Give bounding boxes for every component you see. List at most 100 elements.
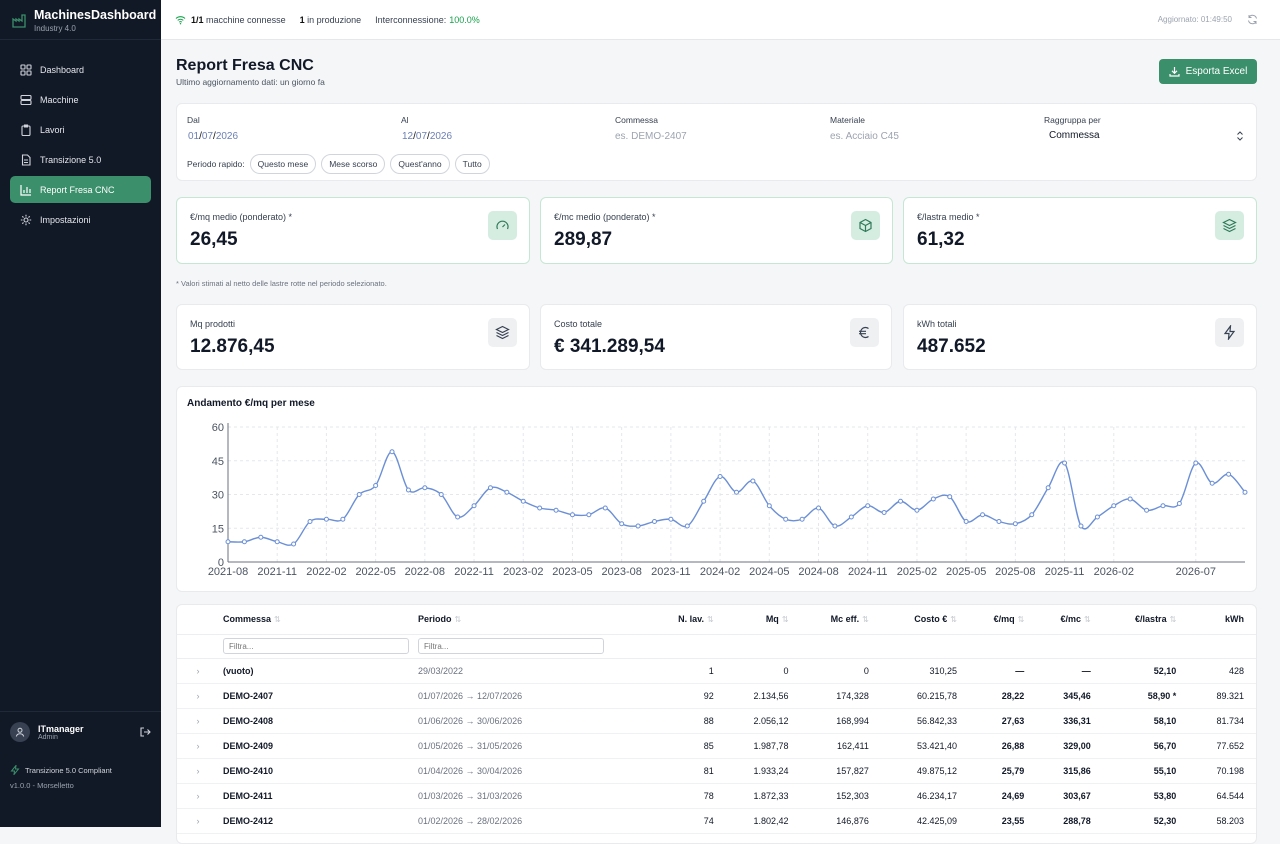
logout-icon[interactable] <box>139 726 151 738</box>
compliance-label: Transizione 5.0 Compliant <box>25 765 112 775</box>
table-row[interactable]: › DEMO-2407 01/07/2026 → 12/07/2026 92 2… <box>177 683 1256 709</box>
expand-chevron-icon[interactable]: › <box>177 758 219 784</box>
cell-commessa: DEMO-2412 <box>219 808 414 834</box>
kpi-icon-box <box>850 318 879 347</box>
sidebar-item-macchine[interactable]: Macchine <box>10 86 151 113</box>
page-title: Report Fresa CNC <box>176 57 314 74</box>
data-point <box>1176 501 1182 506</box>
gauge-icon <box>496 220 509 230</box>
table-row[interactable]: › (vuoto) 29/03/2022 1 0 0 310,25 — — 52… <box>177 658 1256 684</box>
sidebar-divider <box>0 711 161 712</box>
date-to-input[interactable]: 12/07/2026 <box>402 131 453 142</box>
data-point <box>586 512 592 518</box>
wifi-icon <box>175 15 186 24</box>
filter-cell-empty <box>642 634 1256 659</box>
sidebar-item-report-fresa[interactable]: Report Fresa CNC <box>10 176 151 203</box>
chip-quest-anno[interactable]: Quest'anno <box>390 154 450 174</box>
materiale-label: Materiale <box>830 115 865 125</box>
cell-elastra: 52,10 <box>1094 658 1181 684</box>
refresh-icon[interactable] <box>1247 14 1258 25</box>
data-point <box>602 505 608 511</box>
x-tick-label: 2023-11 <box>651 566 691 578</box>
export-label: Esporta Excel <box>1185 66 1248 77</box>
col-emc[interactable]: €/mc ⇅ <box>1028 605 1095 635</box>
cell-mc: 174,328 <box>792 683 873 709</box>
periodo-filter-input[interactable] <box>418 638 604 654</box>
data-point <box>717 474 723 479</box>
table-row[interactable]: › DEMO-2410 01/04/2026 → 30/04/2026 81 1… <box>177 758 1256 784</box>
data-point <box>701 498 707 504</box>
col-costo[interactable]: Costo € ⇅ <box>872 605 961 635</box>
materiale-input[interactable]: es. Acciaio C45 <box>830 131 899 142</box>
chip-tutto[interactable]: Tutto <box>454 154 490 174</box>
sidebar-item-impostazioni[interactable]: Impostazioni <box>10 206 151 233</box>
table-row[interactable]: › DEMO-2412 01/02/2026 → 28/02/2026 74 1… <box>177 808 1256 834</box>
cell-periodo: 01/03/2026 → 31/03/2026 <box>414 783 642 809</box>
data-point <box>241 539 247 545</box>
chip-mese-scorso[interactable]: Mese scorso <box>321 154 386 174</box>
cell-kwh: 77.652 <box>1180 733 1256 759</box>
commessa-filter-input[interactable] <box>223 638 409 654</box>
estimate-note: * Valori stimati al netto delle lastre r… <box>176 279 387 288</box>
interconnection-status: Interconnessione: 100.0% <box>375 15 480 25</box>
data-point <box>455 514 461 520</box>
expand-chevron-icon[interactable]: › <box>177 683 219 709</box>
col-kwh[interactable]: kWh <box>1180 605 1256 635</box>
expand-chevron-icon[interactable]: › <box>177 658 219 684</box>
cell-kwh: 428 <box>1180 658 1256 684</box>
version-label: v1.0.0 - Morselletto <box>10 781 74 790</box>
col-label: N. lav. <box>678 614 704 625</box>
col-label: Periodo <box>418 614 452 625</box>
table-row[interactable]: › DEMO-2411 01/03/2026 → 31/03/2026 78 1… <box>177 783 1256 809</box>
expand-chevron-icon[interactable]: › <box>177 783 219 809</box>
col-emq[interactable]: €/mq ⇅ <box>961 605 1029 635</box>
export-excel-button[interactable]: Esporta Excel <box>1159 59 1257 84</box>
group-by-select[interactable]: Commessa <box>1049 130 1100 141</box>
date-from-month: 07 <box>201 131 214 142</box>
cell-mc: 162,411 <box>792 733 873 759</box>
sort-icon: ⇅ <box>454 615 462 625</box>
cell-mq: 1.802,42 <box>717 808 793 834</box>
x-tick-label: 2023-08 <box>601 566 641 578</box>
col-mq[interactable]: Mq ⇅ <box>717 605 793 635</box>
col-mc[interactable]: Mc eff. ⇅ <box>792 605 873 635</box>
cell-elastra: 58,90 * <box>1094 683 1181 709</box>
cell-kwh: 58.203 <box>1180 808 1256 834</box>
expand-chevron-icon[interactable]: › <box>177 808 219 834</box>
machines-status: 1/1 macchine connesse <box>175 15 286 25</box>
chip-questo-mese[interactable]: Questo mese <box>249 154 317 174</box>
brand[interactable]: MachinesDashboard Industry 4.0 <box>12 8 156 33</box>
data-point <box>930 496 936 502</box>
cell-mc: 152,303 <box>792 783 873 809</box>
avatar[interactable] <box>10 722 30 742</box>
col-elastra[interactable]: €/lastra ⇅ <box>1094 605 1181 635</box>
col-nlav[interactable]: N. lav. ⇅ <box>642 605 718 635</box>
filters-panel: Dal 01/07/2026 Al 12/07/2026 Commessa es… <box>176 103 1257 181</box>
machines-label: macchine connesse <box>206 14 286 25</box>
cell-periodo: 29/03/2022 <box>414 658 642 684</box>
table-row[interactable]: › DEMO-2408 01/06/2026 → 30/06/2026 88 2… <box>177 708 1256 734</box>
kpi-value: € 341.289,54 <box>554 336 665 357</box>
sidebar-item-label: Report Fresa CNC <box>40 184 115 195</box>
table-row[interactable]: › DEMO-2409 01/05/2026 → 31/05/2026 85 1… <box>177 733 1256 759</box>
cell-costo: 46.234,17 <box>872 783 961 809</box>
sidebar-item-lavori[interactable]: Lavori <box>10 116 151 143</box>
expand-chevron-icon[interactable]: › <box>177 708 219 734</box>
commessa-input[interactable]: es. DEMO-2407 <box>615 131 687 142</box>
quick-period-label: Periodo rapido: <box>187 159 245 169</box>
expand-chevron-icon[interactable]: › <box>177 733 219 759</box>
date-from-input[interactable]: 01/07/2026 <box>188 131 239 142</box>
sidebar-item-transizione[interactable]: Transizione 5.0 <box>10 146 151 173</box>
series-line <box>227 451 1246 546</box>
col-commessa[interactable]: Commessa ⇅ <box>219 605 414 635</box>
y-tick-label: 0 <box>218 557 224 569</box>
sidebar-item-dashboard[interactable]: Dashboard <box>10 56 151 83</box>
kpi-icon-box <box>851 211 880 240</box>
cell-elastra: 56,70 <box>1094 733 1181 759</box>
production-label: in produzione <box>307 14 362 25</box>
x-tick-label: 2025-11 <box>1045 566 1085 578</box>
kpi-card-kwh: kWh totali 487.652 <box>903 304 1257 370</box>
gear-icon <box>20 214 32 225</box>
col-periodo[interactable]: Periodo ⇅ <box>414 605 642 635</box>
data-point <box>848 514 854 520</box>
